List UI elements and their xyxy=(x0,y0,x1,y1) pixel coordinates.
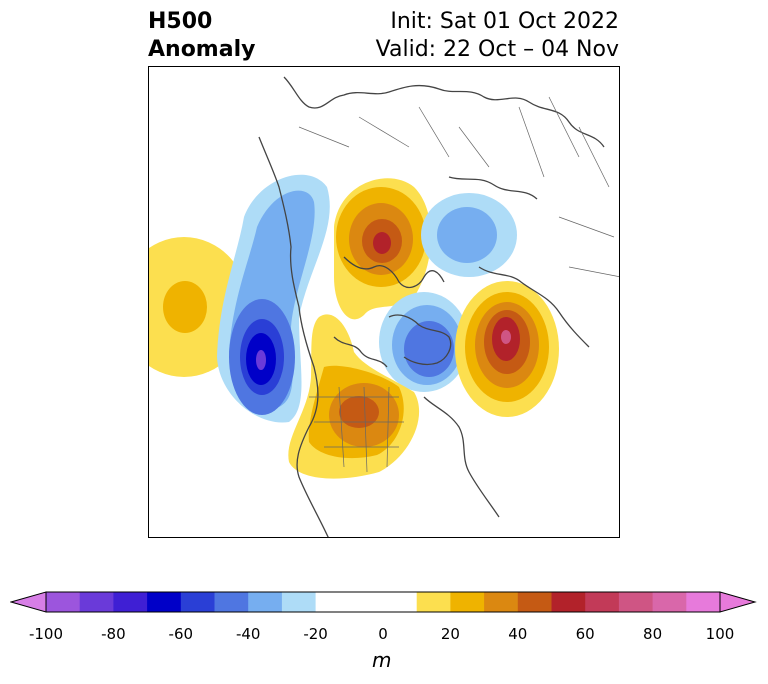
colorbar-bin xyxy=(281,592,317,612)
colorbar-bin xyxy=(214,592,249,612)
colorbar-tick-label: -80 xyxy=(101,625,126,643)
colorbar-outline xyxy=(45,591,721,613)
colorbar-bin xyxy=(248,592,283,612)
colorbar xyxy=(10,591,757,613)
colorbar-segments xyxy=(46,592,721,612)
colorbar-bin xyxy=(79,592,114,612)
colorbar-tick-label: -20 xyxy=(303,625,328,643)
coastlines xyxy=(258,76,605,537)
colorbar-bin xyxy=(416,592,451,612)
colorbar-tick-label: -60 xyxy=(168,625,194,643)
colorbar-bin xyxy=(383,592,418,612)
colorbar-bin xyxy=(484,592,519,612)
valid-period: Valid: 22 Oct – 04 Nov xyxy=(375,37,619,62)
colorbar-tick-label: -40 xyxy=(235,625,261,643)
colorbar-bin xyxy=(147,592,182,612)
colorbar-tick-label: 80 xyxy=(643,625,663,643)
colorbar-bin xyxy=(618,592,654,612)
colorbar-tick-labels: -100 -80 -60 -40 -20 0 20 40 60 80 100 xyxy=(0,625,768,645)
colorbar-tick-label: 20 xyxy=(440,625,460,643)
colorbar-bin xyxy=(113,592,148,612)
colorbar-bin xyxy=(686,592,721,612)
title-variable: H500 xyxy=(148,9,213,34)
title-quantity: Anomaly xyxy=(148,37,256,62)
colorbar-tick-label: -100 xyxy=(28,625,64,643)
colorbar-bin xyxy=(349,592,384,612)
west-coast-negative-anomaly xyxy=(217,174,330,423)
colorbar-bin xyxy=(551,592,586,612)
political-borders xyxy=(298,96,619,473)
europe-positive-anomaly xyxy=(455,281,559,417)
colorbar-bin xyxy=(450,592,485,612)
colorbar-tick-label: 40 xyxy=(508,625,528,643)
colorbar-unit: m xyxy=(372,648,392,672)
init-date: Init: Sat 01 Oct 2022 xyxy=(390,9,619,34)
colorbar-bin xyxy=(585,592,620,612)
map-dates: Init: Sat 01 Oct 2022 Valid: 22 Oct – 04… xyxy=(376,8,619,64)
colorbar-tick-label: 0 xyxy=(378,625,388,643)
colorbar-bin xyxy=(315,592,350,612)
arctic-positive-anomaly xyxy=(334,178,431,320)
north-america-positive-anomaly xyxy=(288,314,420,479)
colorbar-bin xyxy=(517,592,552,612)
colorbar-tick-label: 60 xyxy=(575,625,595,643)
colorbar-bin xyxy=(46,592,81,612)
colorbar-min-extend xyxy=(10,591,47,613)
map-title: H500 Anomaly xyxy=(148,8,255,64)
map-canvas xyxy=(149,76,619,537)
anomaly-map xyxy=(148,66,620,538)
colorbar-max-extend xyxy=(719,591,757,613)
colorbar-bin xyxy=(652,592,687,612)
colorbar-tick-label: 100 xyxy=(705,625,735,643)
colorbar-bin xyxy=(180,592,215,612)
siberian-negative-anomaly xyxy=(421,193,517,277)
greenland-negative-anomaly xyxy=(379,292,469,392)
